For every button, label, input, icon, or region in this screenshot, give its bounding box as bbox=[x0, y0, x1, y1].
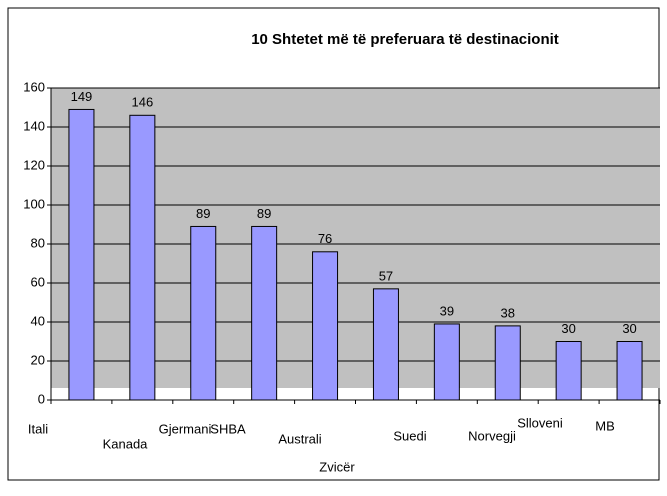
bar bbox=[251, 225, 278, 401]
data-label: 89 bbox=[257, 206, 271, 221]
x-tick-label: Australi bbox=[278, 431, 321, 446]
y-tick-label: 80 bbox=[31, 235, 45, 250]
bar bbox=[68, 108, 95, 401]
y-tick-label: 40 bbox=[31, 313, 45, 328]
x-tick-label: Slloveni bbox=[517, 415, 563, 430]
bar bbox=[372, 288, 399, 401]
data-label: 30 bbox=[622, 321, 636, 336]
y-tick-label: 100 bbox=[23, 196, 45, 211]
y-tick-label: 120 bbox=[23, 157, 45, 172]
x-tick-label: Zvicër bbox=[319, 459, 355, 474]
data-label: 149 bbox=[71, 89, 93, 104]
bar bbox=[616, 341, 643, 401]
y-tick-label: 160 bbox=[23, 79, 45, 94]
x-tick-label: Suedi bbox=[393, 428, 426, 443]
bar bbox=[129, 114, 156, 401]
data-label: 89 bbox=[196, 206, 210, 221]
y-tick-label: 60 bbox=[31, 274, 45, 289]
data-label: 57 bbox=[379, 268, 393, 283]
bar bbox=[312, 251, 339, 401]
bar bbox=[190, 225, 217, 401]
x-tick-label: MB bbox=[595, 418, 615, 433]
y-tick-label: 20 bbox=[31, 352, 45, 367]
x-tick-label: Kanada bbox=[103, 436, 149, 451]
chart-title: 10 Shtetet më të preferuara të destinaci… bbox=[251, 31, 559, 48]
bar bbox=[433, 323, 460, 401]
x-tick-label: Norvegji bbox=[468, 428, 516, 443]
x-tick-label: Itali bbox=[28, 421, 48, 436]
x-tick-label: SHBA bbox=[210, 421, 246, 436]
data-label: 38 bbox=[501, 305, 515, 320]
y-tick-label: 0 bbox=[38, 391, 45, 406]
bar bbox=[494, 325, 521, 401]
bar bbox=[555, 341, 582, 401]
y-tick-label: 140 bbox=[23, 118, 45, 133]
data-label: 146 bbox=[131, 95, 153, 110]
data-label: 30 bbox=[561, 321, 575, 336]
data-label: 39 bbox=[440, 303, 454, 318]
data-label: 76 bbox=[318, 231, 332, 246]
x-tick-label: Gjermani bbox=[159, 421, 212, 436]
